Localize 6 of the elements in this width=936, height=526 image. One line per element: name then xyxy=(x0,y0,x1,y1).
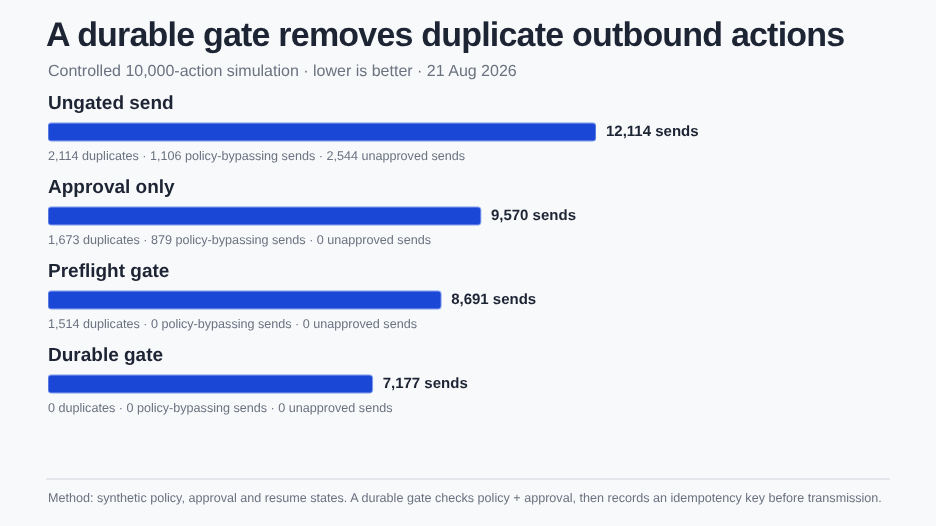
chart-title: A durable gate removes duplicate outbound actions xyxy=(46,16,845,56)
chart-subtitle: Controlled 10,000-action simulation · lower is better · 21 Aug 2026 xyxy=(48,62,517,80)
y-tick-label: Approval only xyxy=(48,177,177,200)
y-tick-label: Durable gate xyxy=(48,345,164,368)
y-tick-label: Ungated send xyxy=(48,93,175,116)
y-tick-label: Preflight gate xyxy=(48,261,170,284)
